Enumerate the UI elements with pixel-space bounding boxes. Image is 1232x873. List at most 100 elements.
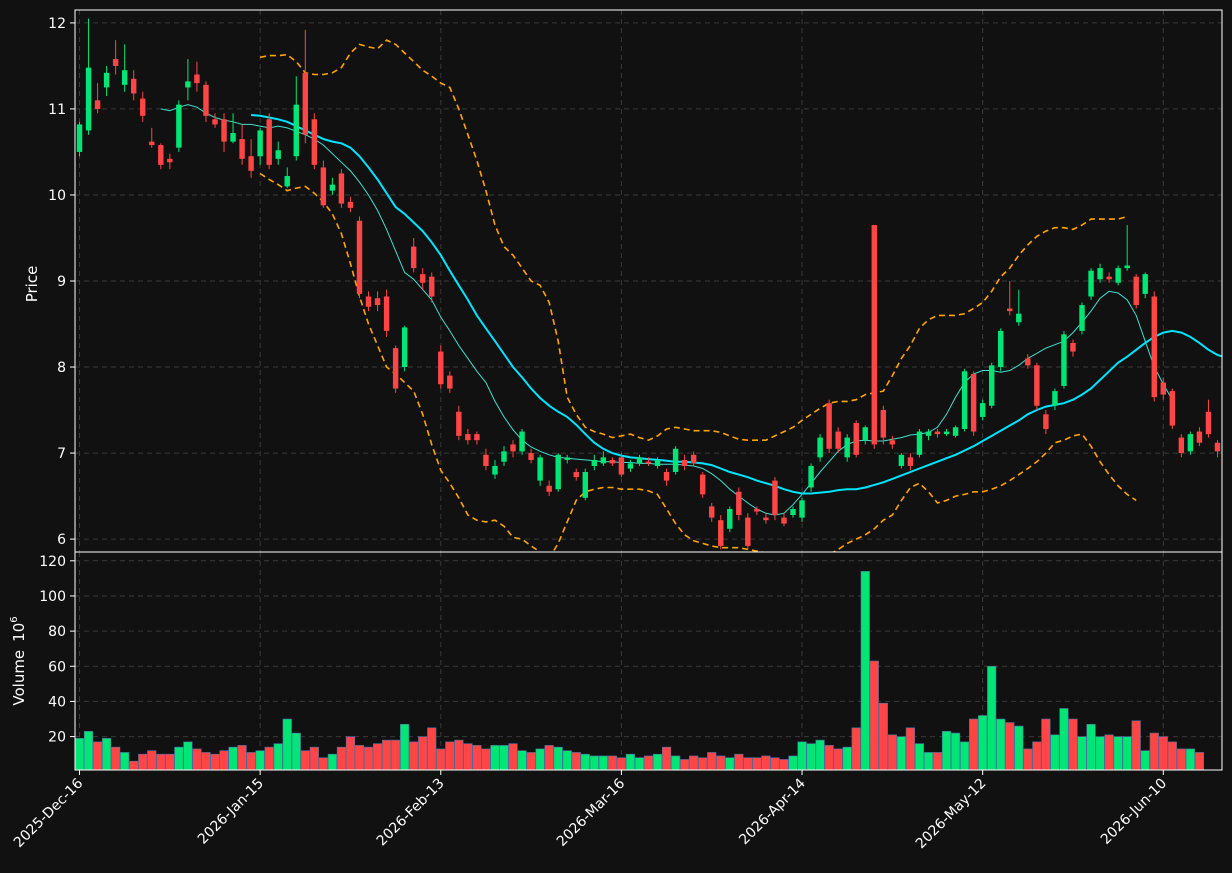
candle-body-84	[835, 431, 841, 449]
candle-body-50	[528, 453, 534, 460]
volume-bar-1	[83, 731, 94, 771]
candle-body-111	[1079, 305, 1085, 331]
volume-bar-90	[887, 734, 897, 771]
candles	[76, 18, 1221, 550]
candle-body-11	[176, 104, 182, 148]
candle-body-47	[501, 451, 507, 462]
volume-bar-33	[372, 743, 383, 771]
volume-bar-78	[779, 759, 789, 771]
volume-bar-99	[969, 718, 979, 771]
price-tick-label-1: 7	[57, 446, 66, 462]
candle-body-1	[85, 67, 92, 131]
candle-body-41	[447, 375, 453, 389]
volume-bar-68	[689, 755, 699, 771]
volume-bar-118	[1140, 750, 1150, 771]
volume-bar-28	[327, 753, 337, 771]
volume-bar-82	[815, 739, 825, 771]
volume-bar-97	[950, 732, 961, 771]
candle-body-102	[998, 330, 1004, 368]
candle-body-33	[374, 298, 381, 306]
candle-body-109	[1061, 334, 1067, 386]
volume-bar-87	[860, 571, 870, 771]
volume-bar-45	[481, 748, 491, 771]
candle-body-117	[1133, 276, 1139, 306]
volume-bar-74	[743, 757, 753, 771]
candle-body-78	[781, 517, 787, 524]
candle-body-27	[320, 167, 327, 206]
volume-bar-66	[671, 755, 681, 771]
candle-body-85	[844, 437, 850, 458]
candle-body-91	[898, 454, 905, 466]
volume-bar-24	[291, 732, 301, 771]
volume-bar-7	[138, 753, 148, 771]
candle-body-19	[248, 156, 254, 171]
volume-bar-83	[824, 745, 834, 771]
volume-bar-13	[192, 748, 202, 771]
price-grid	[75, 10, 1222, 552]
volume-bar-3	[102, 738, 112, 771]
volume-bar-60	[616, 757, 626, 771]
candle-body-101	[988, 365, 995, 406]
volume-bar-15	[210, 753, 220, 771]
volume-bar-39	[427, 727, 437, 771]
candle-body-9	[158, 145, 164, 165]
volume-bar-54	[562, 750, 572, 771]
candle-body-83	[826, 403, 832, 449]
volume-bar-88	[869, 660, 879, 771]
candle-body-54	[564, 457, 570, 460]
volume-tick-label-2: 60	[48, 659, 66, 675]
volume-bar-76	[761, 755, 771, 771]
volume-bar-42	[454, 739, 464, 771]
candle-body-51	[537, 457, 543, 481]
candle-body-66	[672, 448, 679, 472]
volume-bar-26	[309, 746, 319, 771]
volume-bar-89	[878, 702, 888, 771]
candle-body-114	[1106, 276, 1112, 280]
volume-bar-105	[1023, 748, 1033, 771]
volume-tick-label-1: 40	[48, 694, 66, 710]
candle-body-122	[1178, 437, 1185, 454]
candle-body-100	[979, 403, 986, 417]
candle-body-95	[934, 431, 941, 435]
candle-body-63	[645, 461, 652, 464]
candle-body-64	[654, 459, 661, 466]
volume-bar-21	[264, 746, 274, 771]
candle-body-126	[1214, 442, 1221, 452]
candle-body-37	[410, 246, 417, 269]
volume-bar-31	[354, 745, 365, 771]
volume-bar-94	[923, 752, 934, 771]
candle-body-81	[808, 465, 814, 488]
volume-bar-11	[174, 746, 184, 771]
candle-body-8	[149, 141, 155, 146]
volume-bar-48	[508, 743, 518, 771]
candle-body-115	[1115, 268, 1121, 283]
volume-bar-98	[960, 741, 970, 771]
candle-body-32	[365, 296, 372, 307]
candle-body-28	[329, 184, 336, 191]
volume-bar-56	[580, 753, 590, 771]
volume-axis-unit-exponent: 6	[9, 616, 20, 622]
volume-bar-22	[273, 743, 283, 771]
volume-bar-106	[1032, 741, 1042, 771]
price-tick-label-3: 9	[57, 274, 66, 290]
volume-bar-120	[1158, 736, 1168, 771]
volume-bar-20	[255, 750, 265, 771]
indicator-lines	[160, 39, 1222, 552]
volume-tick-label-4: 100	[39, 589, 66, 605]
candle-body-23	[284, 176, 290, 187]
candle-body-92	[907, 457, 914, 466]
volume-tick-label-5: 120	[39, 554, 66, 570]
volume-bar-113	[1095, 736, 1105, 771]
candle-body-73	[736, 491, 742, 516]
candle-body-26	[311, 119, 318, 165]
volume-bar-65	[661, 746, 672, 771]
volume-bar-100	[978, 715, 988, 771]
volume-axis-label-text: Volume	[10, 650, 28, 706]
volume-y-ticks: 20 40 60 80 100 120	[39, 554, 75, 746]
volume-bar-121	[1167, 741, 1177, 771]
volume-bar-18	[237, 745, 247, 771]
volume-bar-38	[418, 736, 428, 771]
candle-body-96	[943, 431, 950, 435]
candle-body-108	[1052, 391, 1058, 406]
candle-body-123	[1187, 434, 1194, 452]
